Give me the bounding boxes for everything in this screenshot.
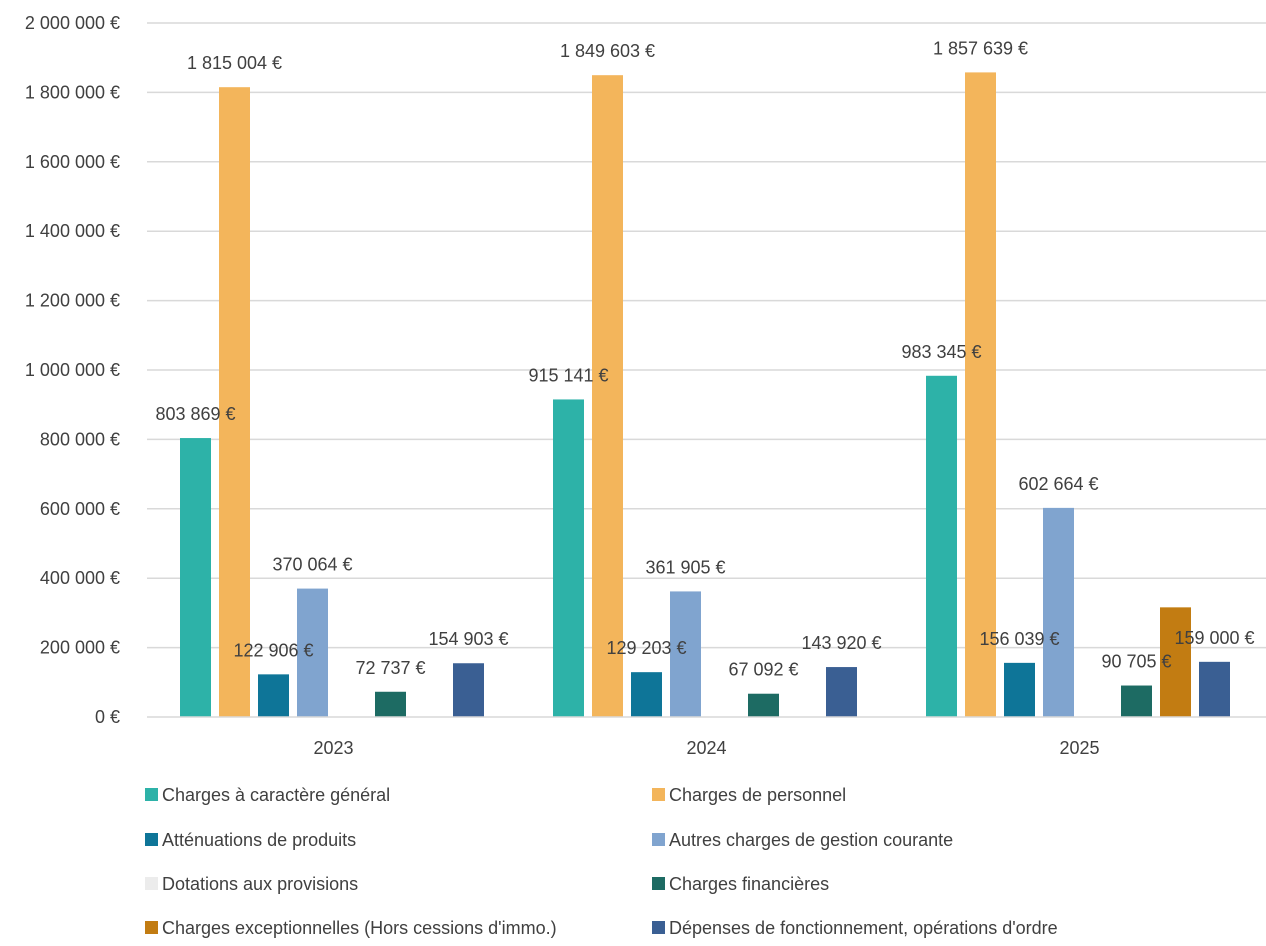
bar <box>1043 507 1074 717</box>
legend-label: Autres charges de gestion courante <box>669 830 953 850</box>
data-label: 143 920 € <box>801 633 881 653</box>
data-label: 156 039 € <box>979 629 1059 649</box>
legend-swatch <box>145 921 158 934</box>
legend-label: Charges financières <box>669 874 829 894</box>
bar <box>670 591 701 717</box>
legend: Charges à caractère général Charges de pe… <box>145 785 1058 938</box>
gridlines <box>147 22 1266 649</box>
bar <box>553 399 584 717</box>
legend-label: Charges de personnel <box>669 785 846 805</box>
data-label: 803 869 € <box>155 404 235 424</box>
bar <box>1160 607 1191 717</box>
y-tick-label: 1 400 000 € <box>25 221 120 241</box>
bar <box>375 691 406 717</box>
data-labels: 803 869 € 1 815 004 € 122 906 € 370 064 € 72… <box>155 38 1254 679</box>
data-label: 129 203 € <box>606 638 686 658</box>
y-tick-label: 0 € <box>95 707 120 727</box>
legend-label: Charges exceptionnelles (Hors cessions d… <box>162 918 557 938</box>
data-label: 983 345 € <box>901 342 981 362</box>
legend-swatch <box>652 833 665 846</box>
bar <box>219 87 250 718</box>
data-label: 159 000 € <box>1174 628 1254 648</box>
legend-swatch <box>652 788 665 801</box>
x-axis-category-labels: 2023 2024 2025 <box>313 738 1099 758</box>
x-tick-label: 2024 <box>686 738 726 758</box>
legend-swatch <box>652 921 665 934</box>
bar <box>926 375 957 717</box>
data-label: 90 705 € <box>1101 652 1171 672</box>
data-label: 361 905 € <box>645 557 725 577</box>
bar <box>826 667 857 717</box>
y-tick-label: 1 600 000 € <box>25 152 120 172</box>
bar <box>180 438 211 717</box>
y-tick-label: 1 000 000 € <box>25 360 120 380</box>
legend-label: Dotations aux provisions <box>162 874 358 894</box>
x-tick-label: 2025 <box>1059 738 1099 758</box>
legend-label: Charges à caractère général <box>162 785 390 805</box>
bar <box>631 672 662 717</box>
bar <box>1121 685 1152 717</box>
legend-label: Dépenses de fonctionnement, opérations d… <box>669 918 1058 938</box>
bar <box>453 663 484 717</box>
bar <box>965 72 996 717</box>
data-label: 602 664 € <box>1018 474 1098 494</box>
data-label: 122 906 € <box>233 640 313 660</box>
y-tick-label: 1 800 000 € <box>25 82 120 102</box>
data-label: 67 092 € <box>728 660 798 680</box>
bars <box>180 72 1230 718</box>
legend-label: Atténuations de produits <box>162 830 356 850</box>
y-axis-tick-labels: 0 € 200 000 € 400 000 € 600 000 € 800 000 € 1… <box>25 13 120 727</box>
bar <box>258 674 289 717</box>
data-label: 1 849 603 € <box>560 41 655 61</box>
y-tick-label: 600 000 € <box>40 499 120 519</box>
data-label: 1 857 639 € <box>933 38 1028 58</box>
bar <box>297 588 328 717</box>
legend-swatch <box>145 788 158 801</box>
bar <box>592 75 623 718</box>
y-tick-label: 400 000 € <box>40 568 120 588</box>
legend-swatch <box>652 877 665 890</box>
y-tick-label: 1 200 000 € <box>25 291 120 311</box>
legend-swatch <box>145 877 158 890</box>
data-label: 915 141 € <box>528 365 608 385</box>
bar <box>1199 661 1230 717</box>
data-label: 1 815 004 € <box>187 53 282 73</box>
bar <box>748 693 779 717</box>
y-tick-label: 800 000 € <box>40 429 120 449</box>
data-label: 154 903 € <box>428 629 508 649</box>
bar <box>1004 662 1035 717</box>
legend-swatch <box>145 833 158 846</box>
data-label: 370 064 € <box>272 555 352 575</box>
y-tick-label: 200 000 € <box>40 638 120 658</box>
x-tick-label: 2023 <box>313 738 353 758</box>
y-tick-label: 2 000 000 € <box>25 13 120 33</box>
data-label: 72 737 € <box>355 658 425 678</box>
